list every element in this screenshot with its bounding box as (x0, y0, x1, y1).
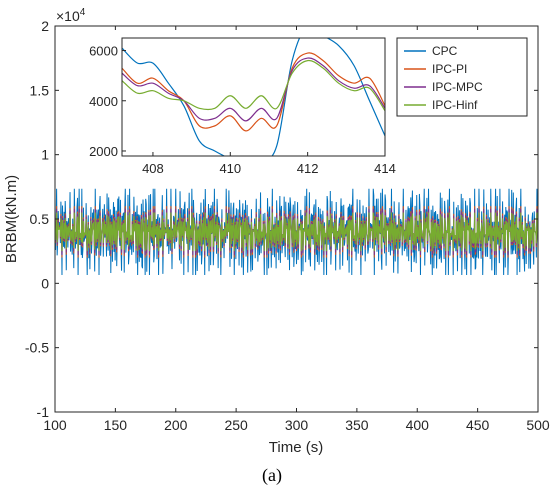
main-series-group (54, 188, 539, 275)
y-exponent-power: 4 (80, 7, 86, 18)
x-tick-label: 400 (406, 417, 430, 433)
inset-series-line-cpc (122, 38, 385, 156)
legend-items-group: CPC IPC-PI IPC-MPC IPC-Hinf (404, 44, 483, 112)
y-exponent-label: ×104 (56, 7, 86, 24)
y-tick-label: 0 (41, 275, 49, 291)
x-tick-label: 100 (43, 417, 67, 433)
x-tick-label: 300 (285, 417, 309, 433)
inset-series-group (122, 38, 385, 156)
x-tick-label: 450 (466, 417, 490, 433)
x-tick-label: 500 (526, 417, 550, 433)
x-tick-label: 250 (224, 417, 248, 433)
main-ticks-group: 100 150 200 250 300 350 400 450 500 -1 -0.5 0 0.5 1 1.… (25, 18, 550, 433)
y-tick-label: 2 (41, 18, 49, 34)
inset-x-tick-label: 410 (219, 161, 241, 176)
y-tick-label: 1 (41, 147, 49, 163)
y-tick-label: -0.5 (25, 340, 49, 356)
inset-series-line-ipc-pi (122, 52, 385, 132)
inset-y-tick-label: 4000 (89, 94, 118, 109)
figure-caption: (a) (262, 465, 282, 486)
legend-label-ipc-pi: IPC-PI (432, 62, 467, 76)
inset-y-tick-label: 2000 (89, 144, 118, 159)
inset-x-tick-label: 408 (142, 161, 164, 176)
inset-series-line-ipc-hinf (122, 59, 385, 112)
y-tick-label: -1 (37, 404, 50, 420)
legend-label-cpc: CPC (432, 44, 458, 58)
legend-label-ipc-mpc: IPC-MPC (432, 80, 483, 94)
inset-x-tick-label: 412 (297, 161, 319, 176)
inset-ticks-group: 408 410 412 414 2000 4000 6000 (89, 44, 396, 176)
main-series-line-cpc (54, 188, 539, 275)
main-series-line-ipc-mpc (54, 208, 539, 256)
legend-label-ipc-hinf: IPC-Hinf (432, 98, 478, 112)
inset-plot-area (122, 38, 385, 156)
x-tick-label: 150 (104, 417, 128, 433)
inset-series-line-ipc-mpc (122, 57, 385, 122)
x-tick-label: 200 (164, 417, 188, 433)
inset-y-tick-label: 6000 (89, 44, 118, 59)
inset-x-tick-label: 414 (374, 161, 396, 176)
y-tick-label: 0.5 (30, 211, 50, 227)
main-series-line-ipc-hinf (54, 212, 539, 252)
inset-axes-box (121, 37, 386, 157)
y-axis-label: BRBM(kN.m) (3, 175, 20, 263)
legend: CPC IPC-PI IPC-MPC IPC-Hinf (396, 37, 528, 117)
x-axis-label: Time (s) (269, 439, 323, 456)
x-tick-label: 350 (345, 417, 369, 433)
main-series-line-ipc-pi (54, 206, 539, 258)
y-tick-label: 1.5 (30, 82, 50, 98)
